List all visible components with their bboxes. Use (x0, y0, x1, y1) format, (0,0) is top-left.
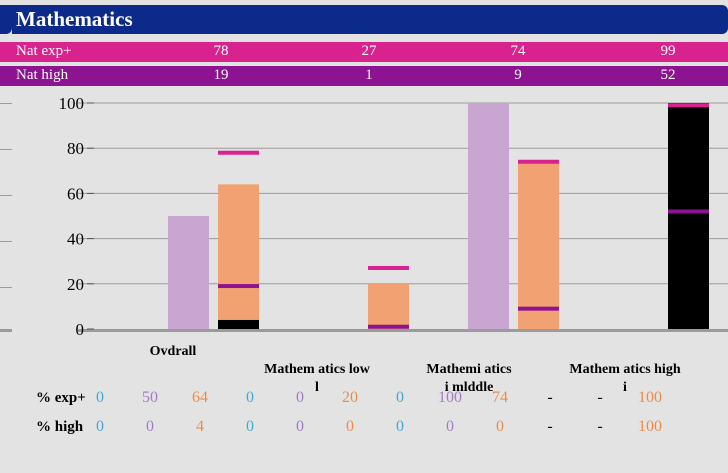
category-label-text: Ovdrall (149, 344, 197, 359)
left-panel-gridline (0, 149, 12, 150)
category-label: Mathem atics high i (540, 343, 710, 397)
bar-exp (218, 184, 259, 329)
table-cell: 0 (446, 418, 454, 435)
category-label: Mathem atics low l (242, 343, 392, 397)
category-label-text: Mathem atics high i (569, 362, 681, 395)
nat-high-marker (518, 306, 559, 311)
nat-high-value: 52 (660, 67, 676, 83)
table-cell: 0 (496, 418, 504, 435)
table-cell: - (597, 418, 603, 435)
table-cell: 4 (196, 418, 204, 435)
table-cell: 64 (192, 389, 208, 406)
nat-exp-value: 74 (510, 43, 526, 59)
table-cell: 100 (638, 389, 662, 406)
table-row-label: % exp+ (36, 390, 86, 406)
nat-high-label: Nat high (16, 67, 69, 83)
table-cell: 0 (396, 389, 404, 406)
y-tick-label: 0 (76, 320, 85, 339)
category-label-text: Mathem atics low l (264, 362, 370, 395)
left-panel-nat-exp-strip (0, 42, 12, 62)
table-cell: 0 (296, 389, 304, 406)
left-panel-baseline (0, 329, 12, 332)
nat-exp-marker (668, 103, 709, 108)
table-cell: 0 (146, 418, 154, 435)
table-cell: 0 (346, 418, 354, 435)
bar-exp (368, 283, 409, 329)
nat-high-value: 1 (365, 67, 373, 83)
table-cell: 0 (246, 389, 254, 406)
nat-high-value: 9 (514, 67, 522, 83)
left-panel-gridline (0, 241, 12, 242)
title-bar: Mathematics (12, 5, 728, 34)
bar-chart: 0 20 40 60 80 100 (59, 94, 728, 339)
table-cell: 0 (396, 418, 404, 435)
table-row-label: % high (36, 419, 84, 435)
table-cell: 0 (246, 418, 254, 435)
table-cell: 0 (96, 418, 104, 435)
category-label: Ovdrall (118, 343, 228, 361)
table-cell: 20 (342, 389, 358, 406)
chart-panel: Mathematics Nat exp+ 78 27 74 99 Nat hig… (12, 0, 728, 473)
left-panel-gridline (0, 195, 12, 196)
left-panel (0, 0, 12, 473)
left-panel-nat-high-strip (0, 66, 12, 86)
table-cell: 74 (492, 389, 508, 406)
nat-high-marker (218, 284, 259, 289)
table-cell: - (547, 418, 553, 435)
nat-exp-value: 78 (213, 43, 229, 59)
nat-exp-label: Nat exp+ (16, 43, 72, 59)
table-cell: 100 (638, 418, 662, 435)
table-cell: - (597, 389, 603, 406)
nat-exp-marker (218, 150, 259, 155)
nat-high-value: 19 (213, 67, 229, 83)
table-cell: - (547, 389, 553, 406)
bar-high (218, 319, 259, 329)
nat-exp-value: 99 (660, 43, 676, 59)
bar-exp (518, 161, 559, 329)
bar-exp (168, 216, 209, 329)
x-axis-baseline (78, 329, 728, 332)
left-panel-header (0, 5, 12, 34)
bar-exp (668, 103, 709, 329)
nat-exp-marker (368, 265, 409, 270)
bar-exp (468, 103, 509, 329)
table-cell: 50 (142, 389, 158, 406)
y-tick-label: 60 (67, 184, 84, 203)
y-tick-label: 20 (67, 275, 84, 294)
nat-exp-value: 27 (361, 43, 377, 59)
nat-high-row: Nat high 19 1 9 52 (12, 66, 728, 86)
y-tick-label: 40 (67, 230, 84, 249)
table-cell: 0 (296, 418, 304, 435)
nat-exp-marker (518, 159, 559, 164)
table-cell: 0 (96, 389, 104, 406)
category-label-text: Mathemi atics i mldd​le (426, 362, 512, 395)
page-title: Mathematics (16, 7, 133, 31)
nat-exp-row: Nat exp+ 78 27 74 99 (12, 42, 728, 62)
nat-high-marker (368, 324, 409, 329)
nat-high-marker (668, 209, 709, 214)
left-panel-gridline (0, 103, 12, 104)
left-panel-gridline (0, 287, 12, 288)
y-tick-label: 80 (67, 139, 84, 158)
table-cell: 100 (438, 389, 462, 406)
category-label: Mathemi atics i mldd​le (404, 343, 534, 397)
y-tick-label: 100 (59, 94, 85, 113)
